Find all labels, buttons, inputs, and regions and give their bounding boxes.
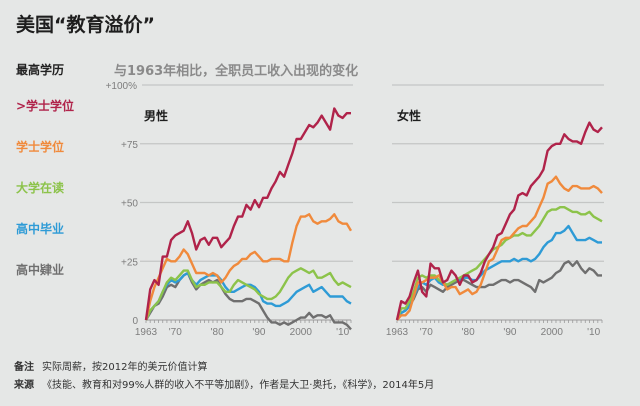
series-line-1 [144,213,353,321]
x-tick-label: '90 [503,327,516,338]
series-line-4 [395,260,602,321]
x-tick-label: 1963 [386,327,409,338]
x-tick-label: '90 [252,327,265,338]
legend-item-some-college: 大学在读 [16,181,65,195]
series-line-0 [395,121,603,321]
source-text: 《技能、教育和对99%人群的收入不平等加剧》，作者是大卫·奥托，《科学》，201… [42,380,435,391]
page-title: 美国“教育溢价” [16,14,155,36]
legend-item-bachelor: 学士学位 [16,140,65,154]
chart-title: 与1963年相比，全职员工收入出现的变化 [114,64,359,79]
note-label: 备注 [14,362,34,373]
legend-item-dropout: 高中肄业 [16,263,65,277]
x-tick-label: '80 [462,327,475,338]
y-tick-label: +50 [121,199,138,210]
footer-note: 备注 实际周薪，按2012年的美元价值计算 [14,358,207,373]
x-tick-label: 2000 [541,327,564,338]
panel-title: 女性 [397,108,421,123]
series-line-1 [396,175,603,321]
series-line-0 [144,107,351,321]
x-tick-label: '80 [211,327,224,338]
panel-title: 男性 [144,108,168,123]
x-tick-label: '70 [169,327,182,338]
legend-item-high-school: 高中毕业 [16,222,65,236]
y-tick-label: +25 [121,257,138,268]
x-tick-label: '70 [420,327,433,338]
source-label: 来源 [14,380,34,391]
footer-source: 来源 《技能、教育和对99%人群的收入不平等加剧》，作者是大卫·奥托，《科学》，2… [14,376,434,391]
x-tick-label: 2000 [290,327,313,338]
note-text: 实际周薪，按2012年的美元价值计算 [42,362,208,373]
x-tick-label: 1963 [135,327,158,338]
series-line-3 [395,224,602,321]
x-tick-label: '10 [336,327,349,338]
legend-title: 最高学历 [16,63,65,77]
y-tick-label: +75 [121,140,138,151]
y-tick-label: 0 [132,316,138,327]
x-tick-label: '10 [587,327,600,338]
series-line-2 [144,267,352,321]
legend-item-graduate: >学士学位 [16,99,75,113]
y-tick-label: +100% [106,81,138,92]
